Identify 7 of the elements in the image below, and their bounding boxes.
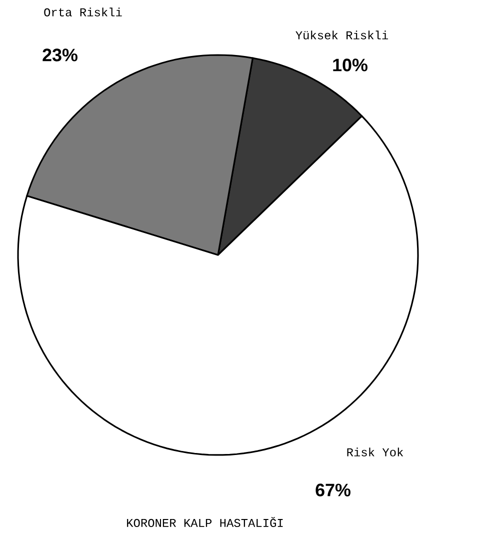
slice-label: Risk Yok xyxy=(347,448,404,456)
slice-label: Orta Riskli xyxy=(44,8,122,16)
data-label: 23% xyxy=(42,48,78,62)
slice-label: Yüksek Riskli xyxy=(296,30,388,40)
data-label: 67% xyxy=(316,484,350,496)
text: KORONER KALP HASTALIĞI xyxy=(127,516,283,528)
data-label: 10% xyxy=(333,58,368,72)
